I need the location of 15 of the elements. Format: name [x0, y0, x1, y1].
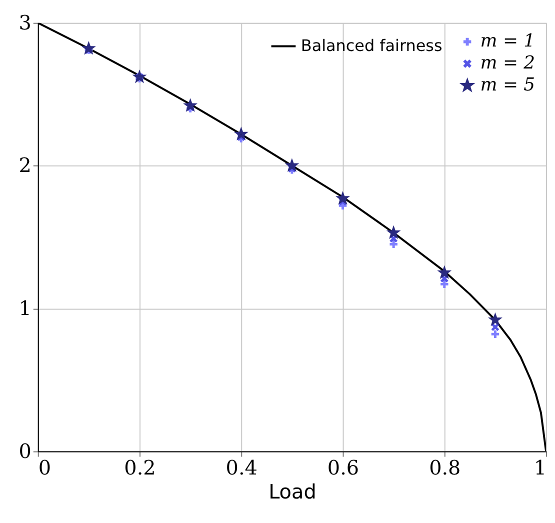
legend-label: m = 5: [480, 74, 536, 96]
x-tick-label: 0.6: [327, 456, 360, 480]
y-tick-label: 1: [18, 296, 32, 320]
x-tick-label: 1: [534, 456, 547, 480]
x-tick-label: 0.4: [226, 456, 258, 480]
legend-label: m = 2: [480, 52, 536, 74]
y-tick-label: 3: [18, 11, 32, 34]
x-tick-label: 0: [38, 456, 52, 480]
x-tick-label: 0.8: [429, 456, 461, 480]
x-axis-title: Load: [268, 480, 316, 504]
legend-label: Balanced fairness: [300, 36, 442, 56]
x-tick-label: 0.2: [124, 456, 156, 480]
legend-label: m = 1: [480, 30, 536, 52]
y-tick-label: 2: [18, 154, 32, 178]
y-tick-label: 0: [18, 440, 32, 463]
